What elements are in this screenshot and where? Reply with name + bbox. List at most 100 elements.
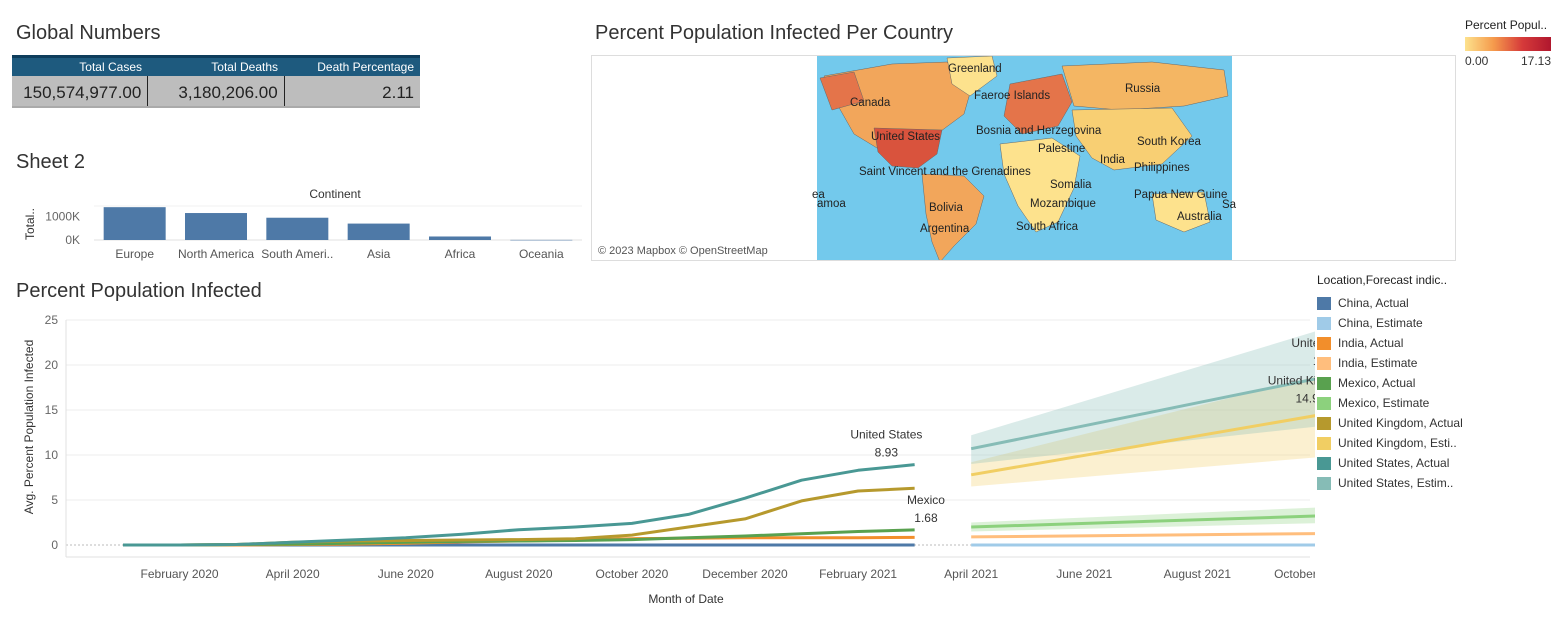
legend-swatch	[1317, 316, 1331, 330]
legend-item-uk_actual[interactable]: United Kingdom, Actual	[1317, 413, 1562, 433]
legend-label: China, Estimate	[1338, 316, 1423, 330]
line-xtick-label: December 2020	[702, 567, 788, 581]
bar-asia[interactable]	[347, 223, 410, 240]
map-attribution[interactable]: © 2023 Mapbox © OpenStreetMap	[598, 245, 768, 257]
map-legend-min: 0.00	[1465, 54, 1489, 68]
map-label[interactable]: South Africa	[1016, 221, 1079, 233]
total-deaths-value[interactable]: 3,180,206.00	[148, 76, 285, 106]
global-numbers-title: Global Numbers	[16, 22, 161, 44]
line-legend[interactable]: Location,Forecast indic.. China, Actual C…	[1317, 273, 1562, 493]
line-ytick-label: 5	[51, 493, 58, 507]
bar-oceania[interactable]	[510, 239, 573, 241]
legend-label: China, Actual	[1338, 296, 1409, 310]
legend-item-us_estimate[interactable]: United States, Estim..	[1317, 473, 1562, 493]
legend-item-india_actual[interactable]: India, Actual	[1317, 333, 1562, 353]
header-total-deaths[interactable]: Total Deaths	[211, 60, 278, 74]
legend-swatch	[1317, 396, 1331, 410]
legend-swatch	[1317, 356, 1331, 370]
legend-label: United Kingdom, Esti..	[1338, 436, 1457, 450]
bar-europe[interactable]	[103, 207, 166, 240]
legend-swatch	[1317, 476, 1331, 490]
series-us_estimate[interactable]	[970, 373, 1315, 451]
line-xtick-label: February 2020	[141, 567, 219, 581]
legend-label: India, Estimate	[1338, 356, 1418, 370]
map-labels: Greenland Canada Faeroe Islands Russia Bosni…	[812, 63, 1237, 235]
series-us_actual[interactable]	[123, 463, 915, 547]
bar-category-label: Asia	[367, 247, 391, 261]
map-title: Percent Population Infected Per Country	[595, 22, 953, 44]
map-label[interactable]: Argentina	[920, 223, 970, 235]
legend-item-uk_estimate[interactable]: United Kingdom, Esti..	[1317, 433, 1562, 453]
map-legend[interactable]: Percent Popul.. 0.00 17.13	[1465, 18, 1565, 68]
sheet2-title: Sheet 2	[16, 151, 85, 173]
world-map[interactable]: Greenland Canada Faeroe Islands Russia Bosni…	[591, 55, 1456, 261]
legend-label: United Kingdom, Actual	[1338, 416, 1463, 430]
header-total-cases[interactable]: Total Cases	[79, 60, 142, 74]
map-label[interactable]: Papua New Guine	[1134, 189, 1227, 201]
bar-ytick-label: 1000K	[45, 210, 80, 224]
map-label[interactable]: South Korea	[1137, 136, 1202, 148]
annotation-label: United States	[1291, 336, 1315, 350]
line-ytick-label: 10	[45, 448, 59, 462]
line-xtick-label: June 2021	[1056, 567, 1112, 581]
line-xtick-label: October 2021	[1274, 567, 1315, 581]
series-india_estimate[interactable]	[971, 532, 1315, 539]
map-label[interactable]: Palestine	[1038, 143, 1085, 155]
map-label[interactable]: Greenland	[948, 63, 1002, 75]
annotation-value: 19.11	[1313, 354, 1315, 368]
map-label[interactable]: Canada	[850, 97, 891, 109]
legend-item-mexico_actual[interactable]: Mexico, Actual	[1317, 373, 1562, 393]
map-label[interactable]: Saint Vincent and the Grenadines	[859, 166, 1031, 178]
map-label[interactable]: Faeroe Islands	[974, 90, 1050, 102]
line-xtick-label: October 2020	[596, 567, 669, 581]
infection-line-chart: 0 5 10 15 20 25 Avg. Percent Population Infect…	[22, 313, 1315, 606]
landmass-usa	[873, 127, 943, 169]
legend-swatch	[1317, 376, 1331, 390]
map-label[interactable]: Australia	[1177, 211, 1222, 223]
legend-item-mexico_estimate[interactable]: Mexico, Estimate	[1317, 393, 1562, 413]
legend-item-india_estimate[interactable]: India, Estimate	[1317, 353, 1562, 373]
series-mexico_estimate[interactable]	[971, 514, 1315, 529]
line-xtick-label: April 2020	[266, 567, 320, 581]
line-xtick-label: April 2021	[944, 567, 998, 581]
continent-bar-chart: Continent Total.. 1000K 0K Europe North Ameri…	[23, 187, 582, 261]
legend-swatch	[1317, 296, 1331, 310]
map-label[interactable]: Somalia	[1050, 179, 1092, 191]
total-cases-value[interactable]: 150,574,977.00	[12, 76, 149, 106]
bar-category-label: Europe	[115, 247, 154, 261]
series-uk_estimate[interactable]	[970, 411, 1315, 477]
legend-item-us_actual[interactable]: United States, Actual	[1317, 453, 1562, 473]
map-label[interactable]: Bosnia and Herzegovina	[976, 125, 1102, 137]
line-xtick-label: August 2021	[1164, 567, 1232, 581]
map-label[interactable]: India	[1100, 154, 1126, 166]
landmass-australia	[1151, 191, 1211, 233]
map-label[interactable]: Philippines	[1134, 162, 1190, 174]
map-legend-max: 17.13	[1520, 54, 1551, 68]
death-percentage-value[interactable]: 2.11	[382, 83, 414, 102]
bar-category-label: South Ameri..	[261, 247, 333, 261]
bar-africa[interactable]	[429, 236, 491, 240]
map-label[interactable]: Russia	[1125, 83, 1161, 95]
legend-item-china_estimate[interactable]: China, Estimate	[1317, 313, 1562, 333]
bar-chart-header: Continent	[309, 187, 361, 201]
map-label[interactable]: ea	[812, 189, 825, 201]
line-xtick-label: August 2020	[485, 567, 553, 581]
annotation-value: 14.93	[1295, 392, 1315, 406]
line-xtick-label: February 2021	[819, 567, 897, 581]
bar-north-america[interactable]	[185, 213, 247, 240]
map-label[interactable]: Bolivia	[929, 202, 963, 214]
global-numbers-table: Total Cases Total Deaths Death Percentag…	[12, 55, 420, 108]
map-label[interactable]: Mozambique	[1030, 198, 1096, 210]
map-label[interactable]: United States	[871, 131, 940, 143]
annotation-label: United Kingdom	[1268, 374, 1315, 388]
bar-category-label: North America	[178, 247, 254, 261]
header-death-percentage[interactable]: Death Percentage	[317, 60, 414, 74]
line-legend-title: Location,Forecast indic..	[1317, 273, 1448, 287]
map-canvas[interactable]: Greenland Canada Faeroe Islands Russia Bosni…	[592, 56, 1456, 261]
legend-item-china_actual[interactable]: China, Actual	[1317, 293, 1562, 313]
line-ytick-label: 0	[51, 538, 58, 552]
bar-south-ameri-[interactable]	[266, 217, 329, 240]
line-ytick-label: 25	[45, 313, 59, 327]
map-label[interactable]: Sa	[1222, 199, 1237, 211]
map-label[interactable]: amoa	[817, 198, 846, 210]
